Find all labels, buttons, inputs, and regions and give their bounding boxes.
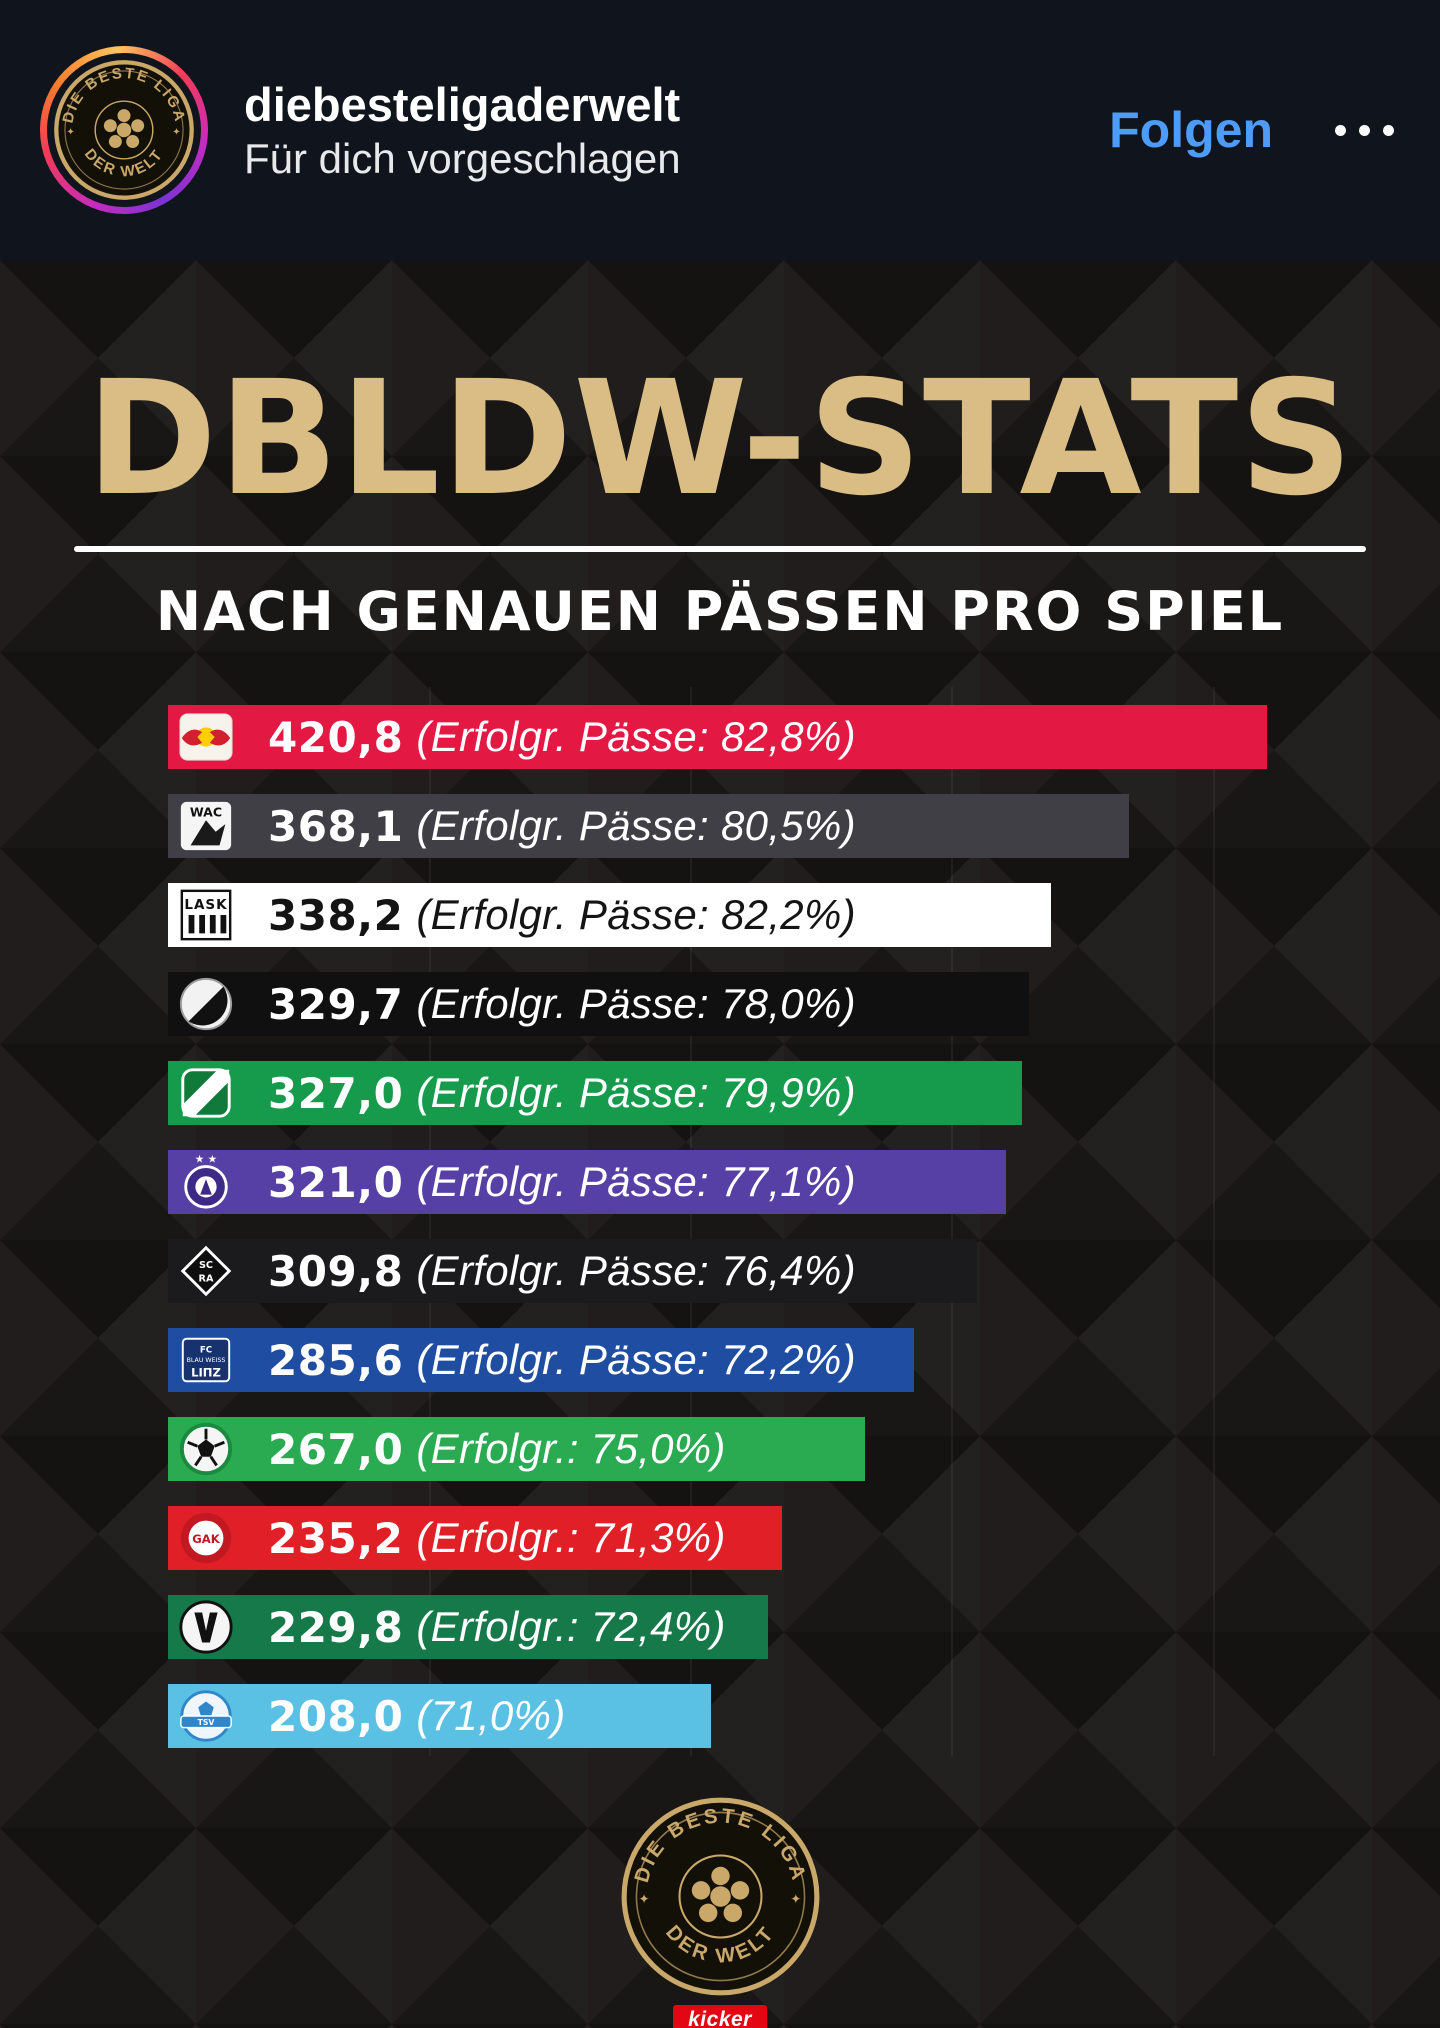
bar-gak: GAK 235,2 (Erfolgr.: 71,3%) <box>168 1506 783 1570</box>
pass-accuracy-detail: (Erfolgr.: 72,4%) <box>416 1603 726 1650</box>
pass-count-value: 208,0 <box>268 1691 404 1741</box>
post-image[interactable]: DBLDW-STATS NACH GENAUEN PÄSSEN PRO SPIE… <box>0 260 1440 2028</box>
bar-row: 329,7 (Erfolgr. Pässe: 78,0%) <box>168 972 1267 1036</box>
pass-count-value: 267,0 <box>268 1424 404 1474</box>
pass-accuracy-detail: (Erfolgr. Pässe: 77,1%) <box>416 1158 856 1205</box>
bar-row: TSV 208,0 (71,0%) <box>168 1684 1267 1748</box>
pass-count-value: 368,1 <box>268 801 404 851</box>
svg-text:✦: ✦ <box>638 1892 649 1907</box>
bar-row: WAC 368,1 (Erfolgr. Pässe: 80,5%) <box>168 794 1267 858</box>
svg-text:BLAU WEISS: BLAU WEISS <box>187 1357 226 1364</box>
profile-badge: DIE BESTE LIGA DER WELT ✦ ✦ <box>47 53 201 207</box>
bar-row: ★ ★ 321,0 (Erfolgr. Pässe: 77,1%) <box>168 1150 1267 1214</box>
pass-accuracy-detail: (Erfolgr. Pässe: 78,0%) <box>416 980 856 1027</box>
austria-wien-logo: ★ ★ <box>177 1153 235 1211</box>
svg-text:SC: SC <box>199 1260 213 1271</box>
pass-accuracy-detail: (Erfolgr. Pässe: 79,9%) <box>416 1069 856 1116</box>
red-bull-salzburg-logo <box>177 708 235 766</box>
bar-hartberg: TSV 208,0 (71,0%) <box>168 1684 712 1748</box>
more-dot <box>1383 124 1394 136</box>
bar-chart: 420,8 (Erfolgr. Pässe: 82,8%) WAC 368,1 … <box>168 687 1267 1756</box>
hartberg-logo: TSV <box>177 1687 235 1745</box>
rapid-wien-logo <box>177 1064 235 1122</box>
bar-row: GAK 235,2 (Erfolgr.: 71,3%) <box>168 1506 1267 1570</box>
more-dot <box>1359 124 1370 136</box>
svg-text:✦: ✦ <box>172 127 181 138</box>
follow-button[interactable]: Folgen <box>1109 102 1273 158</box>
bar-row: FC BLAU WEISS LIΠZ 285,6 (Erfolgr. Pässe… <box>168 1328 1267 1392</box>
header-text-block: diebesteligaderwelt Für dich vorgeschlag… <box>244 81 681 180</box>
sturm-graz-logo <box>177 975 235 1033</box>
altach-logo: SC RA <box>177 1242 235 1300</box>
pass-accuracy-detail: (71,0%) <box>416 1692 566 1739</box>
wac-logo: WAC <box>177 797 235 855</box>
post-title: DBLDW-STATS <box>85 347 1355 531</box>
svg-text:★ ★: ★ ★ <box>195 1153 217 1166</box>
lask-logo: LASK <box>177 886 235 944</box>
pass-accuracy-detail: (Erfolgr. Pässe: 80,5%) <box>416 802 856 849</box>
pass-count-value: 309,8 <box>268 1246 404 1296</box>
suggested-label: Für dich vorgeschlagen <box>244 134 681 182</box>
bar-row: SC RA 309,8 (Erfolgr. Pässe: 76,4%) <box>168 1239 1267 1303</box>
bar-row: 229,8 (Erfolgr.: 72,4%) <box>168 1595 1267 1659</box>
bar-lask: LASK 338,2 (Erfolgr. Pässe: 82,2%) <box>168 883 1052 947</box>
pass-count-value: 420,8 <box>268 712 404 762</box>
svg-text:LASK: LASK <box>184 897 227 913</box>
svg-text:GAK: GAK <box>192 1532 220 1546</box>
pass-accuracy-detail: (Erfolgr.: 71,3%) <box>416 1514 726 1561</box>
bar-rapid-wien: 327,0 (Erfolgr. Pässe: 79,9%) <box>168 1061 1023 1125</box>
username-link[interactable]: diebesteligaderwelt <box>244 77 681 131</box>
pass-count-value: 321,0 <box>268 1157 404 1207</box>
bar-red-bull-salzburg: 420,8 (Erfolgr. Pässe: 82,8%) <box>168 705 1267 769</box>
bar-row: 267,0 (Erfolgr.: 75,0%) <box>168 1417 1267 1481</box>
pass-accuracy-detail: (Erfolgr. Pässe: 82,2%) <box>416 891 856 938</box>
bar-blau-weiss-linz: FC BLAU WEISS LIΠZ 285,6 (Erfolgr. Pässe… <box>168 1328 914 1392</box>
pass-count-value: 338,2 <box>268 890 404 940</box>
svg-text:✦: ✦ <box>66 127 75 138</box>
svg-text:FC: FC <box>200 1345 212 1355</box>
svg-text:TSV: TSV <box>198 1718 215 1727</box>
pass-accuracy-detail: (Erfolgr. Pässe: 76,4%) <box>416 1247 856 1294</box>
post-subtitle: NACH GENAUEN PÄSSEN PRO SPIEL <box>155 580 1285 643</box>
title-underline <box>74 546 1366 552</box>
pass-count-value: 329,7 <box>268 979 404 1029</box>
brand-badge-icon: DIE BESTE LIGA DER WELT ✦ ✦ <box>621 1797 819 1996</box>
more-dot <box>1335 124 1346 136</box>
svg-text:✦: ✦ <box>790 1892 801 1907</box>
pass-count-value: 229,8 <box>268 1602 404 1652</box>
bar-altach: SC RA 309,8 (Erfolgr. Pässe: 76,4%) <box>168 1239 978 1303</box>
svg-text:LIΠZ: LIΠZ <box>191 1365 221 1379</box>
pass-count-value: 285,6 <box>268 1335 404 1385</box>
pass-count-value: 235,2 <box>268 1513 404 1563</box>
pass-count-value: 327,0 <box>268 1068 404 1118</box>
bar-sturm-graz: 329,7 (Erfolgr. Pässe: 78,0%) <box>168 972 1030 1036</box>
sv-ried-logo <box>177 1598 235 1656</box>
kicker-badge: kicker <box>673 2005 767 2028</box>
more-options-button[interactable] <box>1335 115 1394 146</box>
svg-text:RA: RA <box>199 1274 214 1285</box>
bar-austria-wien: ★ ★ 321,0 (Erfolgr. Pässe: 77,1%) <box>168 1150 1007 1214</box>
bar-sv-ried: 229,8 (Erfolgr.: 72,4%) <box>168 1595 769 1659</box>
bar-wac: WAC 368,1 (Erfolgr. Pässe: 80,5%) <box>168 794 1130 858</box>
pass-accuracy-detail: (Erfolgr. Pässe: 72,2%) <box>416 1336 856 1383</box>
bar-wsg-tirol: 267,0 (Erfolgr.: 75,0%) <box>168 1417 866 1481</box>
blau-weiss-linz-logo: FC BLAU WEISS LIΠZ <box>177 1331 235 1389</box>
wsg-tirol-logo <box>177 1420 235 1478</box>
bar-row: LASK 338,2 (Erfolgr. Pässe: 82,2%) <box>168 883 1267 947</box>
pass-accuracy-detail: (Erfolgr. Pässe: 82,8%) <box>416 713 856 760</box>
bar-row: 327,0 (Erfolgr. Pässe: 79,9%) <box>168 1061 1267 1125</box>
post-header: DIE BESTE LIGA DER WELT ✦ ✦ dieb <box>0 0 1440 260</box>
svg-text:WAC: WAC <box>190 804 222 819</box>
footer-brand: DIE BESTE LIGA DER WELT ✦ ✦ kicker <box>0 1794 1440 2028</box>
pass-accuracy-detail: (Erfolgr.: 75,0%) <box>416 1425 726 1472</box>
profile-avatar[interactable]: DIE BESTE LIGA DER WELT ✦ ✦ <box>40 46 208 214</box>
brand-badge-icon: DIE BESTE LIGA DER WELT ✦ ✦ <box>54 60 194 200</box>
gak-logo: GAK <box>177 1509 235 1567</box>
bar-row: 420,8 (Erfolgr. Pässe: 82,8%) <box>168 705 1267 769</box>
